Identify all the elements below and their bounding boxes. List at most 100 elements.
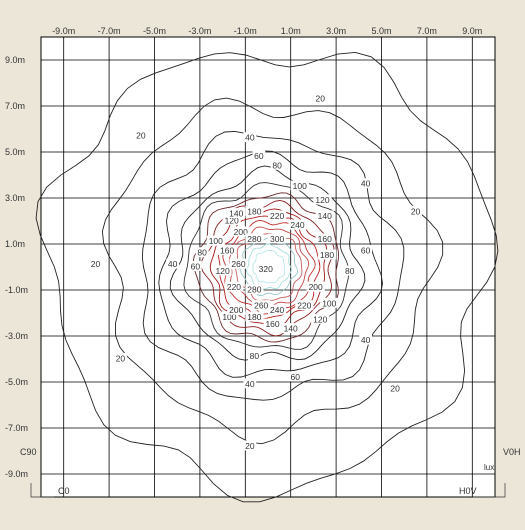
contour-label-bg: [227, 208, 246, 219]
contour-value-label: 260: [254, 301, 268, 311]
contour-label-bg: [245, 284, 264, 294]
contour-line-60: [141, 130, 405, 401]
contour-label-bg: [263, 318, 282, 329]
contour-label-bg: [222, 215, 241, 225]
contour-label-bg: [245, 311, 264, 322]
contour-value-label: 160: [220, 245, 234, 255]
contour-value-label: 100: [222, 312, 236, 322]
contour-label-bg: [267, 210, 287, 221]
contour-value-label: 260: [231, 259, 245, 269]
contour-value-label: 220: [227, 282, 241, 292]
contour-value-label: 120: [225, 216, 239, 226]
contour-label-bg: [359, 178, 373, 189]
y-tick-label: -1.0m: [5, 285, 28, 295]
contour-value-label: 40: [245, 379, 255, 389]
y-tick-label: -9.0m: [5, 469, 28, 479]
x-tick-label: 7.0m: [417, 26, 437, 36]
contour-value-label: 100: [293, 181, 307, 191]
contour-label-bg: [281, 323, 300, 334]
contour-value-label: 160: [265, 319, 279, 329]
contour-label-bg: [295, 300, 314, 311]
contour-label-bg: [218, 244, 237, 255]
contour-value-label: 60: [254, 151, 264, 161]
contour-label-bg: [409, 205, 422, 216]
contour-value-label: 40: [168, 259, 178, 269]
contour-label-bg: [270, 159, 284, 170]
contour-value-label: 40: [361, 179, 371, 189]
y-tick-label: -5.0m: [5, 377, 28, 387]
contour-label-bg: [311, 313, 330, 324]
contour-line-120: [183, 182, 350, 350]
x-tick-label: -7.0m: [98, 26, 121, 36]
contour-value-label: 80: [272, 160, 282, 170]
contour-label-bg: [256, 263, 275, 274]
contour-label-bg: [315, 233, 334, 244]
contour-label-bg: [317, 249, 337, 260]
contour-label-bg: [243, 132, 257, 143]
contour-value-label: 20: [390, 383, 400, 393]
contour-value-label: 60: [361, 245, 371, 255]
contour-value-label: 20: [116, 354, 126, 364]
contour-value-label: 280: [247, 234, 261, 244]
contour-label-bg: [206, 235, 225, 246]
contour-value-label: 160: [318, 234, 332, 244]
contour-label-bg: [252, 300, 271, 311]
contour-value-label: 80: [345, 266, 355, 276]
y-tick-label: 1.0m: [5, 239, 25, 249]
x-tick-label: -9.0m: [52, 26, 75, 36]
contour-value-label: 20: [245, 441, 255, 451]
contour-value-label: 120: [315, 195, 329, 205]
contour-label-bg: [245, 205, 264, 216]
contour-value-label: 60: [291, 372, 301, 382]
contour-value-label: 140: [318, 211, 332, 221]
contour-value-label: 20: [136, 130, 146, 140]
contour-label-bg: [166, 258, 180, 269]
contour-line-80: [158, 150, 383, 378]
x-tick-label: -5.0m: [143, 26, 166, 36]
contour-label-bg: [313, 194, 332, 205]
y-tick-label: 5.0m: [5, 147, 25, 157]
contour-value-label: 320: [259, 264, 273, 274]
contour-label-bg: [288, 371, 302, 382]
contour-label-bg: [231, 226, 250, 237]
contour-label-bg: [315, 210, 334, 221]
contour-label-bg: [320, 297, 339, 308]
contour-label-bg: [290, 180, 309, 191]
axis-tick-labels: -9.0m -7.0m -5.0m -3.0m -1.0m 1.0m 3.0m 5.0m 7.0…: [5, 26, 482, 479]
contour-value-label: 200: [234, 227, 248, 237]
contour-value-label: 180: [320, 250, 334, 260]
contour-label-bg: [343, 265, 357, 276]
contour-label-bg: [134, 129, 148, 140]
h0v-marker: [473, 483, 506, 498]
contour-label-bg: [114, 353, 127, 363]
contour-value-label: 220: [270, 211, 284, 221]
x-tick-label: 5.0m: [371, 26, 391, 36]
y-tick-label: -3.0m: [5, 331, 28, 341]
contour-value-label: 140: [229, 209, 243, 219]
contour-label-bg: [359, 244, 373, 255]
contour-value-label: 120: [313, 314, 327, 324]
contour-line-40: [101, 97, 444, 445]
contour-value-label: 280: [247, 285, 261, 295]
contour-label-bg: [213, 265, 232, 276]
x-tick-label: -1.0m: [234, 26, 257, 36]
contour-label-bg: [243, 378, 257, 389]
contour-label-bg: [247, 350, 261, 361]
contour-label-bg: [359, 334, 373, 345]
contour-label-bg: [188, 261, 202, 271]
contour-label-bg: [267, 304, 287, 315]
contour-label-bg: [224, 281, 244, 292]
contour-value-label: 200: [229, 305, 243, 315]
contour-value-label: 300: [270, 234, 284, 244]
c90-label: C90: [20, 447, 37, 457]
contour-value-label: 40: [245, 133, 255, 143]
y-tick-label: -7.0m: [5, 423, 28, 433]
contour-label-bg: [229, 258, 248, 269]
x-tick-label: 3.0m: [326, 26, 346, 36]
contour-value-label: 40: [361, 335, 371, 345]
contour-value-label: 240: [270, 305, 284, 315]
contour-label-bg: [195, 247, 209, 258]
contour-line-300: [246, 243, 292, 290]
h0v-label: H0V: [459, 486, 477, 496]
